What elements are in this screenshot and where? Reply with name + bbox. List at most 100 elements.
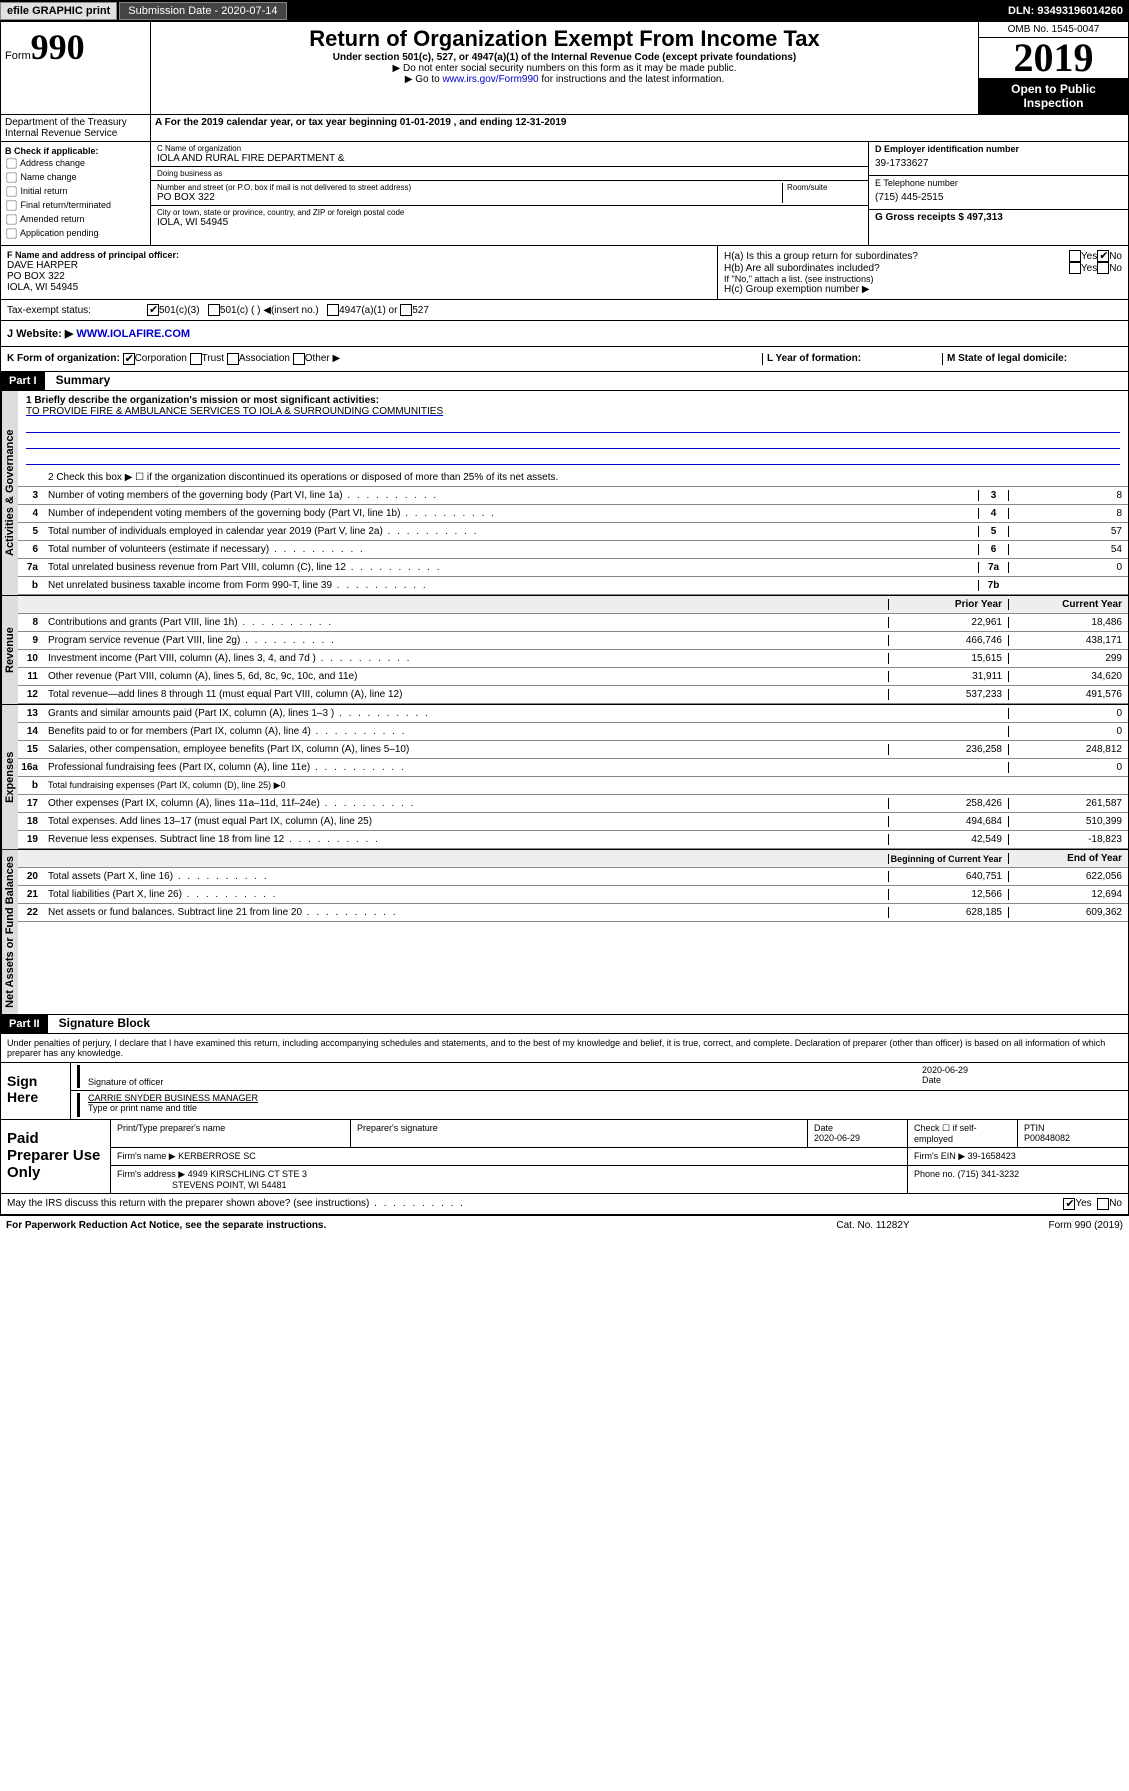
open-inspection: Open to Public Inspection <box>979 78 1128 114</box>
ein-cell: D Employer identification number 39-1733… <box>869 142 1128 176</box>
top-bar: efile GRAPHIC print Submission Date - 20… <box>0 0 1129 22</box>
hb-no[interactable] <box>1097 262 1109 274</box>
firm-ein: 39-1658423 <box>968 1151 1016 1161</box>
officer-row: F Name and address of principal officer:… <box>0 246 1129 300</box>
line-2: 2 Check this box ▶ ☐ if the organization… <box>18 469 1128 487</box>
irs-link[interactable]: www.irs.gov/Form990 <box>442 74 538 85</box>
dept-treasury: Department of the Treasury Internal Reve… <box>1 115 151 141</box>
h-block: H(a) Is this a group return for subordin… <box>718 246 1128 299</box>
tab-revenue: Revenue <box>1 596 18 704</box>
line-16b: bTotal fundraising expenses (Part IX, co… <box>18 777 1128 795</box>
cb-trust[interactable] <box>190 353 202 365</box>
line-6: 6Total number of volunteers (estimate if… <box>18 541 1128 559</box>
line-19: 19Revenue less expenses. Subtract line 1… <box>18 831 1128 849</box>
line-10: 10Investment income (Part VIII, column (… <box>18 650 1128 668</box>
cb-527[interactable] <box>400 304 412 316</box>
website-link[interactable]: WWW.IOLAFIRE.COM <box>76 328 190 340</box>
cb-address-change[interactable]: Address change <box>5 157 146 170</box>
ein: 39-1733627 <box>875 154 1122 173</box>
firm-addr1: 4949 KIRSCHLING CT STE 3 <box>188 1169 307 1179</box>
tab-expenses: Expenses <box>1 705 18 849</box>
gross-receipts: G Gross receipts $ 497,313 <box>875 212 1122 223</box>
line-22: 22Net assets or fund balances. Subtract … <box>18 904 1128 922</box>
line-8: 8Contributions and grants (Part VIII, li… <box>18 614 1128 632</box>
line-20: 20Total assets (Part X, line 16)640,7516… <box>18 868 1128 886</box>
cb-501c[interactable] <box>208 304 220 316</box>
prep-date: 2020-06-29 <box>814 1133 860 1143</box>
cb-501c3[interactable] <box>147 304 159 316</box>
line-14: 14Benefits paid to or for members (Part … <box>18 723 1128 741</box>
cb-other[interactable] <box>293 353 305 365</box>
cb-4947[interactable] <box>327 304 339 316</box>
cb-corp[interactable] <box>123 353 135 365</box>
cb-final-return[interactable]: Final return/terminated <box>5 199 146 212</box>
cb-amended[interactable]: Amended return <box>5 213 146 226</box>
mission-text: TO PROVIDE FIRE & AMBULANCE SERVICES TO … <box>26 406 1120 417</box>
self-employed: Check ☐ if self-employed <box>908 1120 1018 1147</box>
ha-yes[interactable] <box>1069 250 1081 262</box>
note-link: ▶ Go to www.irs.gov/Form990 for instruct… <box>159 74 970 85</box>
officer-name: DAVE HARPER <box>7 260 711 271</box>
city-cell: City or town, state or province, country… <box>151 206 868 230</box>
col-headers: Prior YearCurrent Year <box>18 596 1128 614</box>
org-name-cell: C Name of organization IOLA AND RURAL FI… <box>151 142 868 167</box>
net-headers: Beginning of Current YearEnd of Year <box>18 850 1128 868</box>
cb-assoc[interactable] <box>227 353 239 365</box>
tab-governance: Activities & Governance <box>1 391 18 595</box>
status-row: Tax-exempt status: 501(c)(3) 501(c) ( ) … <box>0 300 1129 321</box>
net-section: Net Assets or Fund Balances Beginning of… <box>0 850 1129 1015</box>
phone-cell: E Telephone number (715) 445-2515 <box>869 176 1128 210</box>
checkbox-column: B Check if applicable: Address change Na… <box>1 142 151 245</box>
hc-label: H(c) Group exemption number ▶ <box>724 284 1122 295</box>
revenue-section: Revenue Prior YearCurrent Year 8Contribu… <box>0 596 1129 705</box>
discuss-yes[interactable] <box>1063 1198 1075 1210</box>
m-label: M State of legal domicile: <box>942 353 1122 365</box>
cb-pending[interactable]: Application pending <box>5 227 146 240</box>
efile-button[interactable]: efile GRAPHIC print <box>0 2 117 20</box>
dept-row: Department of the Treasury Internal Reve… <box>0 115 1129 142</box>
form-990-num: 990 <box>31 27 85 67</box>
tax-year: 2019 <box>979 38 1128 78</box>
part1-title: Summary <box>48 370 119 390</box>
org-column: C Name of organization IOLA AND RURAL FI… <box>151 142 868 245</box>
cb-name-change[interactable]: Name change <box>5 171 146 184</box>
org-address: PO BOX 322 <box>157 192 782 203</box>
sig-officer-label: Signature of officer <box>88 1077 922 1087</box>
right-column: D Employer identification number 39-1733… <box>868 142 1128 245</box>
line-3: 3Number of voting members of the governi… <box>18 487 1128 505</box>
cb-initial-return[interactable]: Initial return <box>5 185 146 198</box>
prep-sig-hdr: Preparer's signature <box>351 1120 808 1147</box>
tax-period: A For the 2019 calendar year, or tax yea… <box>151 115 1128 141</box>
cat-no: Cat. No. 11282Y <box>773 1220 973 1231</box>
line-11: 11Other revenue (Part VIII, column (A), … <box>18 668 1128 686</box>
form-subtitle: Under section 501(c), 527, or 4947(a)(1)… <box>159 52 970 63</box>
mission-block: 1 Briefly describe the organization's mi… <box>18 391 1128 469</box>
summary-section: Activities & Governance 1 Briefly descri… <box>0 391 1129 596</box>
line-18: 18Total expenses. Add lines 13–17 (must … <box>18 813 1128 831</box>
year-block: OMB No. 1545-0047 2019 Open to Public In… <box>978 22 1128 114</box>
firm-phone: (715) 341-3232 <box>958 1169 1020 1179</box>
discuss-row: May the IRS discuss this return with the… <box>0 1194 1129 1215</box>
status-label: Tax-exempt status: <box>7 305 147 316</box>
expenses-section: Expenses 13Grants and similar amounts pa… <box>0 705 1129 850</box>
gross-cell: G Gross receipts $ 497,313 <box>869 210 1128 225</box>
phone: (715) 445-2515 <box>875 188 1122 207</box>
paid-label: Paid Preparer Use Only <box>1 1120 111 1193</box>
discuss-no[interactable] <box>1097 1198 1109 1210</box>
form-title: Return of Organization Exempt From Incom… <box>159 26 970 52</box>
dba-cell: Doing business as <box>151 167 868 181</box>
k-row: K Form of organization: Corporation Trus… <box>0 347 1129 372</box>
hb-yes[interactable] <box>1069 262 1081 274</box>
sign-here-label: Sign Here <box>1 1063 71 1119</box>
firm-name: KERBERROSE SC <box>178 1151 256 1161</box>
addr-cell: Number and street (or P.O. box if mail i… <box>151 181 868 206</box>
org-name: IOLA AND RURAL FIRE DEPARTMENT & <box>157 153 862 164</box>
ptin: P00848082 <box>1024 1133 1070 1143</box>
form-word: Form <box>5 50 31 62</box>
org-city: IOLA, WI 54945 <box>157 217 862 228</box>
footer: For Paperwork Reduction Act Notice, see … <box>0 1215 1129 1235</box>
line-9: 9Program service revenue (Part VIII, lin… <box>18 632 1128 650</box>
ha-no[interactable] <box>1097 250 1109 262</box>
paid-preparer-block: Paid Preparer Use Only Print/Type prepar… <box>0 1120 1129 1194</box>
paperwork-notice: For Paperwork Reduction Act Notice, see … <box>6 1220 773 1231</box>
